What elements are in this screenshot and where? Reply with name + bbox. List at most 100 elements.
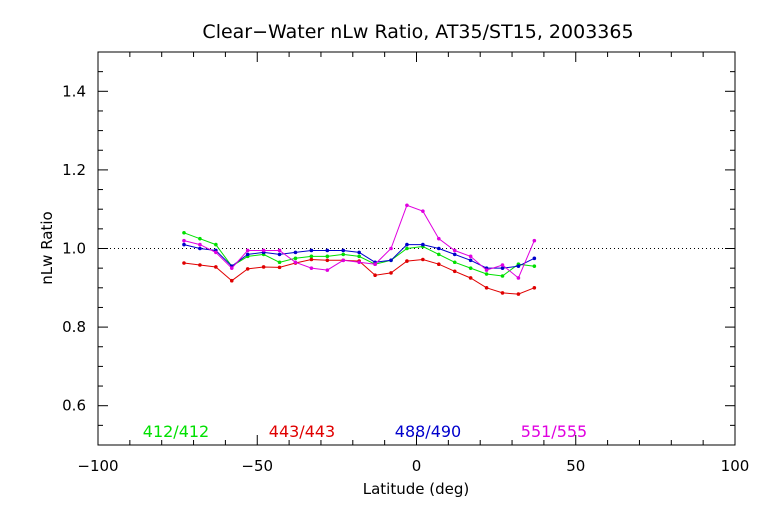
data-point-551-555 xyxy=(293,260,298,265)
data-point-551-555 xyxy=(357,260,361,265)
x-axis: −100 −50 0 50 100 xyxy=(77,52,749,475)
data-point-443-443 xyxy=(309,257,314,262)
data-point-551-555 xyxy=(452,248,457,253)
data-point-443-443 xyxy=(261,265,266,269)
data-point-412-412 xyxy=(500,274,505,278)
data-point-488-490 xyxy=(341,248,346,253)
y-axis-label: nLw Ratio xyxy=(38,211,56,284)
data-point-551-555 xyxy=(277,248,282,253)
data-point-443-443 xyxy=(484,286,489,290)
data-point-551-555 xyxy=(341,258,346,263)
y-axis: 0.6 0.8 1.0 1.2 1.4 xyxy=(62,51,735,446)
data-point-412-412 xyxy=(198,236,202,241)
series-line-443-443 xyxy=(183,258,535,295)
data-point-443-443 xyxy=(198,263,202,267)
data-point-412-412 xyxy=(309,254,314,259)
data-point-551-555 xyxy=(389,246,393,251)
data-point-412-412 xyxy=(484,272,489,276)
data-point-551-555 xyxy=(373,262,377,267)
data-point-488-490 xyxy=(452,252,457,257)
data-point-412-412 xyxy=(405,246,409,251)
data-point-412-412 xyxy=(341,252,346,257)
x-tick-label: −50 xyxy=(241,457,273,475)
data-point-551-555 xyxy=(325,268,330,272)
data-point-488-490 xyxy=(468,258,473,263)
x-tick-label: 50 xyxy=(566,457,585,475)
data-point-488-490 xyxy=(405,242,409,247)
data-point-551-555 xyxy=(468,254,473,259)
data-point-488-490 xyxy=(516,264,521,268)
series-line-551-555 xyxy=(183,204,535,279)
data-point-551-555 xyxy=(182,238,186,243)
data-point-443-443 xyxy=(214,265,218,269)
y-tick-label: 0.6 xyxy=(62,397,86,415)
data-point-488-490 xyxy=(198,246,202,251)
data-point-551-555 xyxy=(484,268,489,272)
data-point-488-490 xyxy=(309,248,314,253)
data-point-443-443 xyxy=(373,273,377,278)
data-point-551-555 xyxy=(214,250,218,255)
data-point-443-443 xyxy=(389,271,393,275)
x-tick-label: 100 xyxy=(721,457,750,475)
data-point-443-443 xyxy=(229,278,234,283)
data-point-488-490 xyxy=(182,242,186,247)
data-point-488-490 xyxy=(277,252,282,257)
data-point-551-555 xyxy=(261,248,266,253)
data-point-551-555 xyxy=(532,238,537,243)
data-point-443-443 xyxy=(245,267,250,271)
data-point-551-555 xyxy=(405,203,409,208)
data-point-551-555 xyxy=(500,263,505,267)
legend: 412/412 443/443 488/490 551/555 xyxy=(143,422,587,441)
x-tick-label: −100 xyxy=(77,457,118,475)
data-point-551-555 xyxy=(229,266,234,270)
chart-title: Clear−Water nLw Ratio, AT35/ST15, 200336… xyxy=(202,21,633,43)
data-point-443-443 xyxy=(500,291,505,295)
data-point-443-443 xyxy=(532,286,537,290)
data-point-412-412 xyxy=(532,264,537,268)
data-point-412-412 xyxy=(468,266,473,270)
data-point-443-443 xyxy=(452,269,457,274)
legend-entry-551-555: 551/555 xyxy=(521,422,587,441)
data-point-488-490 xyxy=(436,246,441,251)
data-point-488-490 xyxy=(357,250,361,255)
data-point-412-412 xyxy=(277,260,282,265)
data-point-443-443 xyxy=(468,276,473,280)
series-layer xyxy=(182,203,537,296)
data-point-412-412 xyxy=(325,254,330,259)
data-point-443-443 xyxy=(516,292,521,296)
data-point-412-412 xyxy=(357,254,361,259)
x-axis-label: Latitude (deg) xyxy=(363,480,469,498)
data-point-443-443 xyxy=(325,258,330,263)
data-point-551-555 xyxy=(436,236,441,241)
data-point-443-443 xyxy=(421,257,425,262)
series-line-412-412 xyxy=(183,232,535,277)
y-tick-label: 1.4 xyxy=(62,82,86,100)
data-point-412-412 xyxy=(436,252,441,257)
data-point-488-490 xyxy=(389,258,393,263)
y-tick-label: 0.8 xyxy=(62,318,86,336)
data-point-551-555 xyxy=(309,266,314,270)
data-point-443-443 xyxy=(405,259,409,263)
data-point-551-555 xyxy=(245,248,250,253)
data-point-412-412 xyxy=(293,256,298,261)
plot-frame xyxy=(97,51,736,446)
data-point-488-490 xyxy=(500,266,505,270)
legend-entry-443-443: 443/443 xyxy=(269,422,335,441)
data-point-488-490 xyxy=(245,252,250,257)
data-point-412-412 xyxy=(214,242,218,247)
data-point-488-490 xyxy=(325,248,330,253)
data-point-443-443 xyxy=(436,262,441,267)
y-tick-label: 1.0 xyxy=(62,240,86,258)
data-point-488-490 xyxy=(421,242,425,247)
data-point-412-412 xyxy=(182,230,186,235)
data-point-551-555 xyxy=(421,209,425,213)
data-point-443-443 xyxy=(277,265,282,270)
data-point-551-555 xyxy=(198,242,202,247)
y-tick-label: 1.2 xyxy=(62,161,86,179)
legend-entry-488-490: 488/490 xyxy=(395,422,461,441)
data-point-488-490 xyxy=(532,256,537,261)
data-point-412-412 xyxy=(452,260,457,265)
data-point-488-490 xyxy=(293,250,298,255)
data-point-551-555 xyxy=(516,276,521,280)
